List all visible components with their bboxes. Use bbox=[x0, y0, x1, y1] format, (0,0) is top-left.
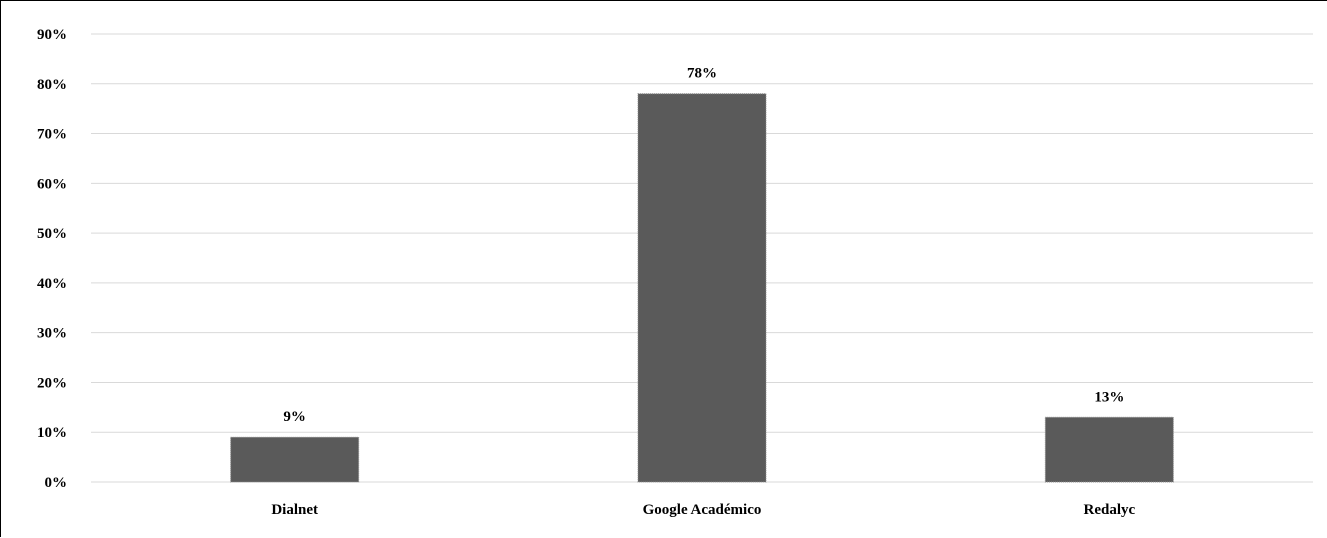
data-label: 78% bbox=[687, 66, 717, 82]
y-tick-label: 20% bbox=[37, 375, 67, 391]
data-labels: 9% 78% 13% bbox=[283, 66, 1124, 425]
y-tick-label: 40% bbox=[37, 276, 67, 292]
category-label: Dialnet bbox=[271, 502, 318, 518]
y-tick-label: 30% bbox=[37, 326, 67, 342]
category-label: Redalyc bbox=[1083, 502, 1135, 518]
bar-dialnet bbox=[230, 436, 360, 483]
y-axis-tick-labels: 0% 10% 20% 30% 40% 50% 60% 70% 80% 90% bbox=[37, 27, 67, 491]
x-axis-category-labels: Dialnet Google Académico Redalyc bbox=[271, 502, 1135, 518]
bars bbox=[230, 93, 1174, 483]
data-label: 13% bbox=[1094, 389, 1124, 405]
y-tick-label: 0% bbox=[45, 475, 68, 491]
bar-redalyc bbox=[1044, 416, 1174, 483]
data-label: 9% bbox=[283, 409, 306, 425]
y-tick-label: 60% bbox=[37, 176, 67, 192]
y-tick-label: 10% bbox=[37, 425, 67, 441]
y-tick-label: 50% bbox=[37, 226, 67, 242]
y-tick-label: 80% bbox=[37, 77, 67, 93]
y-tick-label: 90% bbox=[37, 27, 67, 43]
y-tick-label: 70% bbox=[37, 127, 67, 143]
bar-google-acad-mico bbox=[637, 93, 767, 483]
category-label: Google Académico bbox=[643, 502, 762, 518]
